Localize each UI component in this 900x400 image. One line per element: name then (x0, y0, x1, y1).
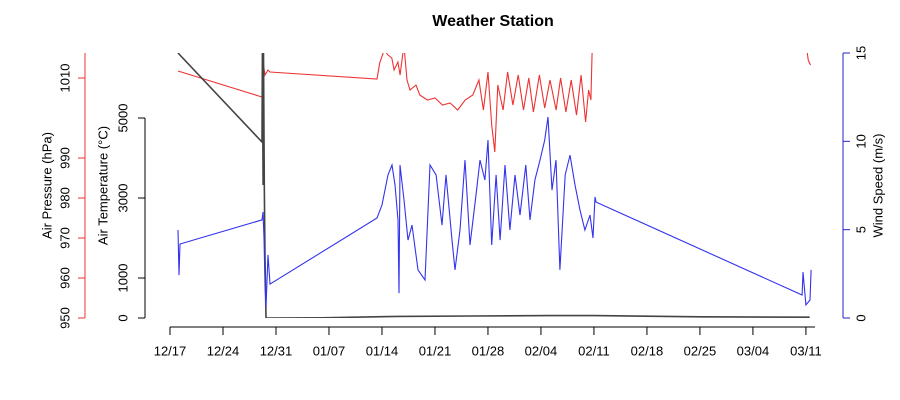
y-tick-label: 990 (57, 147, 72, 169)
y-tick-label: 970 (57, 227, 72, 249)
chart-title: Weather Station (432, 13, 554, 30)
y-tick-label: 980 (57, 187, 72, 209)
x-tick-label: 02/11 (578, 343, 610, 358)
y-tick-label: 3000 (115, 184, 130, 213)
x-tick-label: 12/17 (154, 343, 187, 358)
series-line (177, 53, 810, 318)
y-axis-title: Air Temperature (°C) (95, 126, 110, 245)
y-tick-label: 1000 (115, 264, 130, 293)
y-tick-label: 950 (57, 307, 72, 329)
y-tick-label: 0 (853, 314, 868, 321)
x-tick-label: 03/04 (737, 343, 770, 358)
x-tick-label: 02/04 (525, 343, 558, 358)
x-tick-label: 12/31 (260, 343, 293, 358)
y-tick-label: 960 (57, 267, 72, 289)
x-tick-label: 02/18 (631, 343, 664, 358)
x-tick-label: 12/24 (207, 343, 240, 358)
x-tick-label: 01/14 (366, 343, 399, 358)
x-tick-label: 01/07 (313, 343, 346, 358)
x-tick-label: 03/11 (790, 343, 822, 358)
y-tick-label: 15 (853, 46, 868, 60)
series-line (177, 116, 812, 308)
x-tick-label: 01/21 (419, 343, 452, 358)
y-tick-label: 5000 (115, 104, 130, 133)
y-axis-title: Wind Speed (m/s) (870, 133, 885, 237)
y-tick-label: 0 (115, 314, 130, 321)
x-tick-label: 01/28 (472, 343, 505, 358)
y-tick-label: 5 (853, 226, 868, 233)
y-axis-title: Air Pressure (hPa) (39, 132, 54, 239)
y-tick-label: 1010 (57, 64, 72, 93)
series-line (177, 53, 811, 153)
x-tick-label: 02/25 (684, 343, 717, 358)
y-tick-label: 10 (853, 134, 868, 148)
